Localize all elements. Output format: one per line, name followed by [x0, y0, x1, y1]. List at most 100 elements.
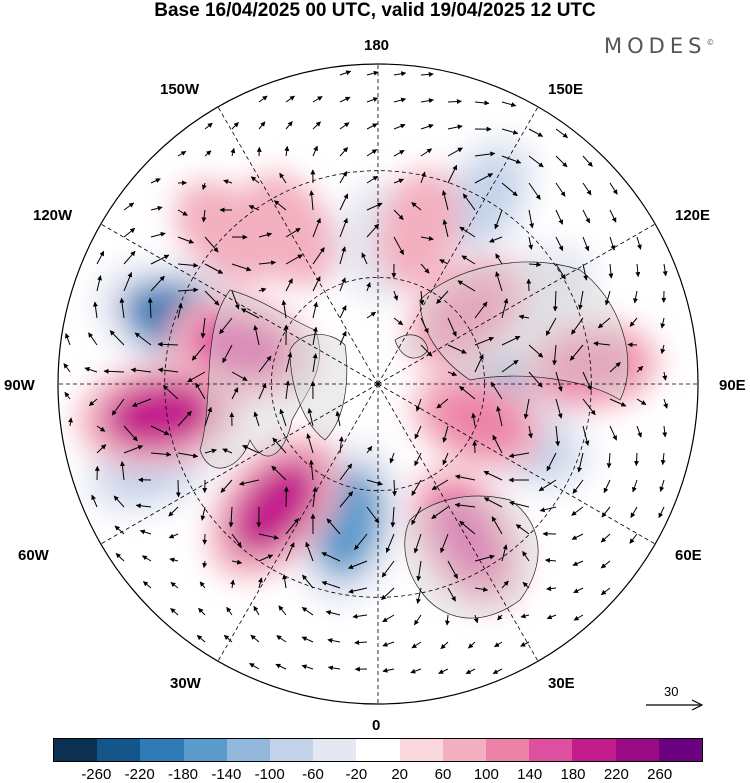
wind-vector-arrow — [546, 452, 557, 472]
wind-vector-arrow — [96, 425, 106, 432]
wind-vector-arrow — [258, 533, 280, 540]
wind-vector-arrow — [497, 614, 503, 621]
wind-vector-arrow — [64, 333, 71, 346]
wind-vector-arrow — [258, 382, 267, 400]
wind-vector-arrow — [389, 452, 395, 464]
wind-vector-arrow — [609, 209, 617, 223]
colorbar-tick-label: 140 — [517, 766, 543, 783]
wind-vector-arrow — [419, 290, 425, 306]
wind-vector-arrow — [231, 533, 242, 548]
wind-vector-arrow — [312, 217, 321, 238]
wind-vector-arrow — [555, 128, 569, 138]
meridian-line — [377, 383, 539, 662]
wind-vector-arrow — [366, 445, 373, 454]
wind-vector-arrow — [609, 398, 627, 407]
colorbar-cell — [572, 739, 616, 761]
colorbar-cell — [486, 739, 530, 761]
wind-vector-arrow — [339, 330, 347, 346]
wind-vector-arrow — [258, 121, 266, 130]
wind-vector-arrow — [411, 506, 422, 526]
wind-vector-arrow — [447, 124, 463, 130]
wind-vector-arrow — [393, 149, 405, 157]
colorbar-tick-label: 180 — [560, 766, 586, 783]
wind-vector-arrow — [632, 479, 638, 493]
wind-vector-arrow — [571, 506, 584, 516]
wind-vector-arrow — [501, 182, 518, 197]
wind-vector-arrow — [518, 314, 530, 320]
wind-vector-arrow — [501, 335, 521, 346]
wind-vector-arrow — [321, 552, 341, 562]
colorbar-cell — [442, 739, 487, 761]
wind-vector-arrow — [552, 290, 558, 312]
wind-vector-arrow — [285, 542, 295, 562]
wind-vector-arrow — [555, 425, 561, 447]
wind-vector-arrow — [276, 635, 287, 643]
wind-vector-arrow — [420, 148, 433, 157]
wind-vector-arrow — [141, 555, 152, 562]
wind-vector-arrow — [240, 308, 260, 319]
wind-vector-arrow — [431, 506, 449, 519]
wind-vector-arrow — [447, 344, 467, 354]
wind-vector-arrow — [442, 219, 449, 238]
wind-vector-arrow — [199, 581, 206, 589]
wind-vector-arrow — [258, 287, 267, 293]
wind-vector-arrow — [582, 425, 590, 446]
wind-vector-arrow — [204, 448, 217, 454]
wind-vector-arrow — [63, 363, 71, 373]
wind-vector-arrow — [123, 425, 138, 442]
wind-vector-arrow — [347, 560, 368, 570]
wind-vector-arrow — [285, 121, 293, 130]
wind-vector-arrow — [248, 205, 260, 211]
wind-vector-arrow — [68, 417, 73, 427]
wind-vector-arrow — [253, 411, 260, 427]
wind-vector-arrow — [569, 344, 584, 361]
wind-vector-arrow — [658, 506, 665, 519]
wind-vector-arrow — [393, 71, 407, 77]
wind-vector-arrow — [354, 640, 368, 646]
wind-vector-arrow — [411, 202, 422, 211]
wind-vector-arrow — [204, 290, 220, 306]
colorbar — [53, 738, 703, 762]
lon-label-120e: 120E — [675, 207, 711, 224]
wind-vector-arrow — [366, 175, 379, 184]
wind-vector-arrow — [663, 398, 668, 409]
wind-vector-arrow — [431, 479, 449, 491]
wind-vector-arrow — [582, 371, 592, 391]
lon-label-30e: 30E — [548, 675, 575, 692]
wind-vector-arrow — [339, 70, 352, 76]
wind-vector-arrow — [150, 254, 170, 265]
wind-vector-arrow — [593, 341, 611, 347]
wind-vector-arrow — [600, 533, 611, 543]
wind-vector-arrow — [393, 317, 404, 326]
wind-vector-arrow — [385, 533, 395, 553]
wind-vector-arrow — [528, 236, 534, 250]
meridian-line — [377, 223, 656, 385]
wind-vector-arrow — [515, 524, 530, 535]
wind-vector-arrow — [501, 359, 519, 373]
wind-vector-arrow — [177, 236, 195, 244]
wind-vector-arrow — [168, 533, 179, 539]
wind-vector-arrow — [459, 386, 476, 400]
wind-vector-arrow — [603, 479, 611, 494]
wind-vector-arrow — [135, 503, 152, 509]
wind-vector-arrow — [636, 365, 644, 373]
wind-vector-arrow — [382, 667, 395, 673]
wind-vector-arrow — [630, 506, 638, 518]
wind-vector-arrow — [327, 638, 341, 643]
wind-vector-arrow — [354, 533, 368, 551]
wind-vector-arrow — [494, 641, 503, 648]
wind-vector-arrow — [609, 236, 616, 251]
wind-vector-arrow — [454, 502, 476, 508]
wind-vector-arrow — [578, 290, 584, 310]
wind-vector-arrow — [312, 301, 319, 319]
wind-vector-arrow — [528, 155, 544, 168]
wind-vector-arrow — [123, 202, 135, 211]
wind-vector-arrow — [416, 560, 422, 582]
wind-vector-arrow — [96, 444, 107, 454]
wind-vector-arrow — [150, 231, 166, 238]
colorbar-tick-label: -180 — [167, 766, 199, 783]
wind-vector-arrow — [444, 614, 450, 626]
wind-vector-arrow — [546, 614, 557, 620]
wind-vector-arrow — [339, 491, 354, 508]
wind-vector-arrow — [321, 580, 341, 589]
